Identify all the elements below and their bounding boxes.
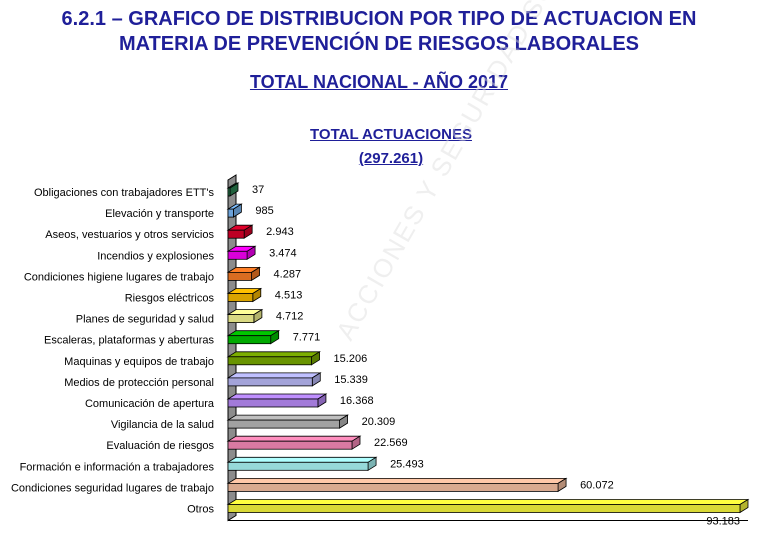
bar bbox=[227, 440, 353, 450]
value-label: 4.513 bbox=[275, 290, 303, 302]
value-label: 2.943 bbox=[266, 226, 294, 238]
category-label: Vigilancia de la salud bbox=[111, 419, 214, 431]
category-label: Riesgos eléctricos bbox=[125, 293, 215, 305]
bar-top bbox=[226, 330, 281, 337]
chart-total: (297.261) bbox=[358, 150, 424, 167]
category-label: Condiciones seguridad lugares de trabajo bbox=[11, 482, 214, 494]
bar bbox=[227, 335, 272, 345]
value-label: 20.309 bbox=[362, 416, 396, 428]
category-label: Obligaciones con trabajadores ETT's bbox=[34, 187, 215, 199]
page-title-line1: 6.2.1 – GRAFICO DE DISTRIBUCION POR TIPO… bbox=[61, 8, 697, 30]
page-subtitle: TOTAL NACIONAL - AÑO 2017 bbox=[249, 72, 509, 92]
category-label: Escaleras, plataformas y aberturas bbox=[44, 335, 214, 347]
bar bbox=[227, 461, 369, 471]
category-label: Incendios y explosiones bbox=[97, 250, 214, 262]
bar bbox=[227, 250, 248, 260]
value-label: 25.493 bbox=[390, 458, 424, 470]
category-label: Condiciones higiene lugares de trabajo bbox=[24, 271, 214, 283]
bar bbox=[227, 419, 340, 429]
bar-top bbox=[226, 477, 568, 484]
bar bbox=[227, 314, 255, 324]
bar-top bbox=[226, 499, 750, 505]
page-title-line2: MATERIA DE PREVENCIÓN DE RIESGOS LABORAL… bbox=[118, 33, 640, 55]
category-label: Otros bbox=[187, 504, 214, 516]
value-label: 985 bbox=[255, 205, 273, 217]
category-label: Formación e información a trabajadores bbox=[20, 461, 215, 473]
bar bbox=[227, 482, 559, 492]
value-label: 3.474 bbox=[269, 247, 297, 259]
category-label: Elevación y transporte bbox=[105, 208, 214, 220]
value-label: 37 bbox=[252, 184, 264, 196]
bar bbox=[227, 229, 245, 239]
chart-title: TOTAL ACTUACIONES bbox=[310, 126, 472, 143]
value-label: 4.287 bbox=[274, 268, 302, 280]
bar bbox=[227, 293, 254, 302]
value-label: 4.712 bbox=[276, 311, 304, 323]
category-label: Comunicación de apertura bbox=[85, 398, 215, 410]
bar-top bbox=[226, 435, 362, 442]
bar-top bbox=[226, 393, 328, 400]
bar bbox=[227, 208, 234, 218]
bar-top bbox=[226, 372, 322, 379]
bar-top bbox=[226, 414, 349, 421]
category-label: Maquinas y equipos de trabajo bbox=[64, 356, 214, 368]
bar bbox=[227, 187, 231, 197]
bar bbox=[227, 398, 319, 408]
value-label: 15.206 bbox=[334, 353, 368, 365]
bar bbox=[227, 356, 312, 366]
bar-top bbox=[226, 456, 378, 463]
bar-top bbox=[226, 351, 321, 358]
value-label: 15.339 bbox=[334, 374, 368, 386]
value-label: 60.072 bbox=[580, 479, 614, 491]
category-label: Evaluación de riesgos bbox=[106, 440, 214, 452]
category-label: Planes de seguridad y salud bbox=[76, 314, 214, 326]
bar bbox=[227, 377, 313, 387]
value-label: 7.771 bbox=[293, 332, 321, 344]
category-label: Aseos, vestuarios y otros servicios bbox=[45, 229, 214, 241]
category-label: Medios de protección personal bbox=[64, 377, 214, 389]
value-label: 93.183 bbox=[706, 516, 740, 528]
value-label: 22.569 bbox=[374, 437, 408, 449]
bar bbox=[227, 271, 252, 281]
value-label: 16.368 bbox=[340, 395, 374, 407]
bar bbox=[227, 504, 741, 513]
